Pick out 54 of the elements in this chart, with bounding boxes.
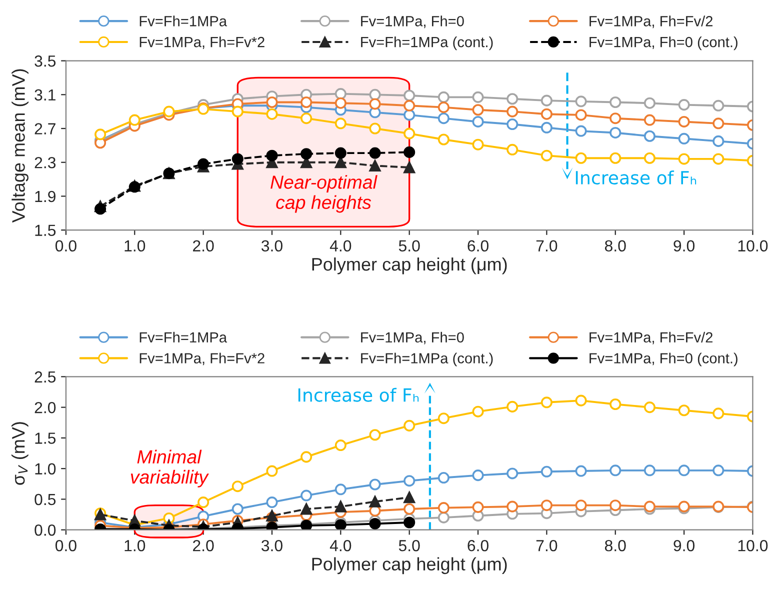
legend-label: Fv=Fh=1MPa (140, 332, 228, 343)
y-tick-label: 1.5 (35, 432, 56, 444)
x-tick-label: 7.0 (536, 540, 558, 552)
band-label: Minimal variability (130, 450, 209, 488)
x-tick-label: 5.0 (398, 240, 420, 252)
x-axis-title: Polymer cap height (μm) (312, 257, 507, 274)
x-tick-label: 4.0 (330, 240, 352, 252)
x-tick-label: 8.0 (604, 240, 626, 252)
x-tick-label: 6.0 (468, 240, 488, 252)
y-tick-label: 3.5 (34, 55, 56, 67)
y-tick-label: 2.5 (34, 371, 56, 383)
x-tick-label: 8.0 (604, 540, 626, 552)
y-tick-label: 2.7 (34, 123, 56, 134)
x-tick-label: 9.0 (674, 240, 695, 252)
x-tick-label: 3.0 (261, 540, 282, 552)
x-tick-label: 2.0 (193, 540, 214, 552)
x-tick-label: 7.0 (536, 240, 558, 252)
x-tick-label: 0.0 (55, 240, 76, 252)
legend-label: Fv=1MPa, Fh=Fv/2 (590, 16, 712, 28)
x-axis-title: Polymer cap height (μm) (312, 557, 507, 574)
legend-label: Fv=1MPa, Fh=0 (cont.) (590, 352, 738, 366)
annotation: Increase of Fₕ (298, 388, 419, 402)
legend-label: Fv=1MPa, Fh=0 (361, 16, 464, 28)
x-tick-label: 1.0 (124, 240, 146, 252)
y-axis-title: σ$_{V}$ (mV) (12, 422, 28, 485)
x-tick-label: 1.0 (124, 540, 146, 552)
legend-label: Fv=Fh=1MPa (140, 16, 228, 26)
legend-label: Fv=Fh=1MPa (cont.) (361, 36, 493, 50)
y-tick-label: 0.5 (34, 494, 56, 506)
x-tick-label: 10.0 (738, 540, 768, 552)
legend-label: Fv=1MPa, Fh=Fv*2 (140, 352, 264, 366)
x-tick-label: 6.0 (468, 540, 488, 552)
y-tick-label: 0.0 (34, 524, 56, 536)
x-tick-label: 10.0 (738, 240, 768, 252)
legend-label: Fv=1MPa, Fh=Fv/2 (590, 332, 712, 344)
y-tick-label: 3.1 (34, 89, 56, 101)
legend-label: Fv=1MPa, Fh=0 (361, 332, 464, 344)
y-tick-label: 2.3 (34, 156, 56, 168)
y-tick-label: 1.5 (35, 224, 56, 236)
x-tick-label: 5.0 (398, 540, 420, 552)
x-tick-label: 9.0 (674, 540, 695, 552)
y-axis-title: Voltage mean (mV) (12, 69, 28, 223)
x-tick-label: 3.0 (261, 240, 282, 252)
band-label: Near-optimal cap heights (270, 175, 378, 213)
annotation: Increase of Fₕ (576, 170, 696, 185)
legend-label: Fv=1MPa, Fh=Fv*2 (140, 36, 264, 49)
x-tick-label: 4.0 (330, 540, 352, 552)
y-tick-label: 1.0 (35, 463, 56, 475)
legend-label: Fv=Fh=1MPa (cont.) (361, 352, 493, 366)
x-tick-label: 0.0 (55, 540, 76, 552)
legend-label: Fv=1MPa, Fh=0 (cont.) (590, 36, 738, 50)
x-tick-label: 2.0 (193, 240, 214, 252)
y-tick-label: 2.0 (34, 402, 56, 414)
y-tick-label: 1.9 (35, 190, 56, 202)
